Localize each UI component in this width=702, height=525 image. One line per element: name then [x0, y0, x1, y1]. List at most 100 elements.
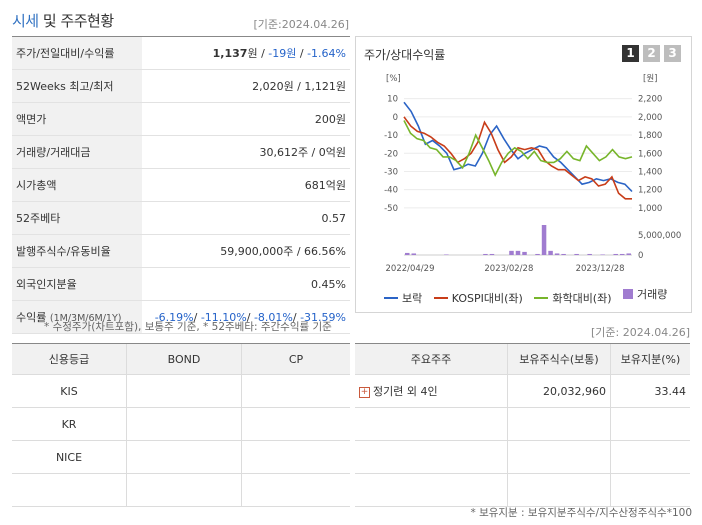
volume-bar — [405, 252, 410, 255]
stock-row: 외국인지분율 0.45% — [12, 267, 350, 301]
volume-bar — [522, 251, 527, 255]
row-value: 0.57 — [142, 201, 350, 235]
table-row — [355, 473, 690, 507]
row-value: 59,900,000주 / 66.56% — [142, 234, 350, 268]
row-value: 681억원 — [142, 168, 350, 202]
y-right-tick: 2,200 — [638, 95, 662, 105]
x-tick: 2022/04/29 — [386, 264, 435, 274]
stock-info-table: 주가/전일대비/수익률 1,137원 / -19원 / -1.64% 52Wee… — [12, 37, 350, 334]
table-row — [12, 473, 350, 507]
row-label: 시가총액 — [12, 168, 142, 202]
legend-item: 거래량 — [623, 286, 667, 302]
table-row: NICE — [12, 440, 350, 474]
chart-tab-2[interactable]: 2 — [643, 45, 660, 62]
volume-bar — [548, 250, 553, 255]
y-left-unit: [%] — [386, 74, 401, 84]
column-header: 보유지분(%) — [610, 344, 690, 375]
expand-icon[interactable]: + — [359, 386, 370, 398]
table-cell — [126, 407, 242, 441]
y-right-unit: [원] — [643, 74, 657, 84]
table-header-row: 신용등급 BOND CP — [12, 344, 350, 375]
table-cell — [507, 473, 611, 507]
volume-bar — [483, 253, 488, 255]
volume-bar — [509, 250, 514, 255]
table-cell — [355, 407, 508, 441]
row-value: 30,612주 / 0억원 — [142, 135, 350, 169]
series-line — [403, 116, 632, 200]
holder-note: * 보유지분 : 보유지분주식수/지수산정주식수*100 — [470, 507, 692, 519]
volume-bar — [411, 253, 417, 255]
stock-row: 액면가 200원 — [12, 102, 350, 136]
y-left-tick: -30 — [384, 167, 398, 177]
volume-bar — [626, 253, 631, 255]
current-price: 1,137 — [212, 47, 248, 60]
return-1m: -6.19% — [154, 310, 194, 324]
column-header: BOND — [126, 344, 242, 375]
chart-tab-1[interactable]: 1 — [622, 45, 639, 62]
y-right-tick: 1,400 — [638, 167, 662, 177]
table-cell — [12, 473, 127, 507]
legend-label: KOSPI대비(좌) — [451, 292, 523, 305]
legend-label: 보락 — [402, 292, 423, 305]
chart-tab-3[interactable]: 3 — [664, 45, 681, 62]
returns-value: -6.19%/ -11.10%/ -8.01%/ -31.59% — [142, 300, 350, 334]
table-cell — [355, 473, 508, 507]
column-header: 보유주식수(보통) — [507, 344, 611, 375]
y-right-tick: 1,200 — [638, 186, 662, 196]
volume-bar — [600, 254, 605, 255]
legend-label: 거래량 — [637, 288, 668, 301]
column-header: 신용등급 — [12, 344, 127, 375]
table-cell — [610, 440, 690, 474]
section-title: 시세 및 주주현황 — [12, 10, 114, 31]
y-volume-tick: 0 — [638, 251, 643, 261]
y-right-tick: 1,800 — [638, 131, 662, 141]
table-cell — [507, 407, 611, 441]
y-right-tick: 1,000 — [638, 204, 662, 214]
base-date: [기준:2024.04.26] — [253, 18, 349, 31]
y-right-tick: 2,000 — [638, 113, 662, 123]
holder-name[interactable]: 정기련 외 4인 — [373, 385, 438, 398]
table-cell — [355, 440, 508, 474]
x-tick: 2023/02/28 — [484, 264, 533, 274]
row-label: 거래량/거래대금 — [12, 135, 142, 169]
returns-period: (1M/3M/6M/1Y) — [49, 313, 122, 324]
table-cell — [241, 440, 350, 474]
table-cell: KIS — [12, 374, 127, 408]
shareholder-table: 주요주주 보유주식수(보통) 보유지분(%) + 정기련 외 4인 20,032,… — [355, 344, 690, 507]
legend-swatch — [384, 297, 398, 299]
y-left-tick: 0 — [393, 113, 398, 123]
volume-bar — [619, 253, 625, 255]
volume-bar — [574, 253, 579, 255]
column-header: 주요주주 — [355, 344, 508, 375]
row-label: 액면가 — [12, 102, 142, 136]
price-value: 1,137원 / -19원 / -1.64% — [142, 37, 350, 70]
holder-shares: 20,032,960 — [507, 374, 611, 408]
table-header-row: 주요주주 보유주식수(보통) 보유지분(%) — [355, 344, 690, 375]
table-cell — [126, 440, 242, 474]
y-left-tick: -10 — [384, 131, 398, 141]
holder-pct: 33.44 — [610, 374, 690, 408]
x-tick: 2023/12/28 — [576, 264, 625, 274]
y-volume-tick: 5,000,000 — [638, 231, 681, 241]
table-cell: NICE — [12, 440, 127, 474]
table-row: KIS — [12, 374, 350, 408]
credit-table: 신용등급 BOND CP KIS KR NICE — [12, 344, 350, 507]
legend-item: KOSPI대비(좌) — [433, 290, 523, 306]
volume-bar — [515, 250, 521, 255]
legend-swatch — [433, 297, 448, 299]
row-label: 수익률 (1M/3M/6M/1Y) — [12, 300, 142, 334]
legend-swatch — [534, 297, 549, 299]
y-left-tick: 10 — [387, 95, 398, 105]
stock-row-price: 주가/전일대비/수익률 1,137원 / -19원 / -1.64% — [12, 37, 350, 70]
row-label: 외국인지분율 — [12, 267, 142, 301]
table-cell — [507, 440, 611, 474]
table-cell — [241, 407, 350, 441]
volume-bar — [489, 253, 495, 255]
table-cell: KR — [12, 407, 127, 441]
table-row — [355, 407, 690, 441]
row-value: 2,020원 / 1,121원 — [142, 69, 350, 103]
table-cell — [610, 473, 690, 507]
title-rest: 및 주주현황 — [38, 12, 114, 30]
table-cell — [610, 407, 690, 441]
chart-title: 주가/상대수익률 — [364, 48, 446, 62]
